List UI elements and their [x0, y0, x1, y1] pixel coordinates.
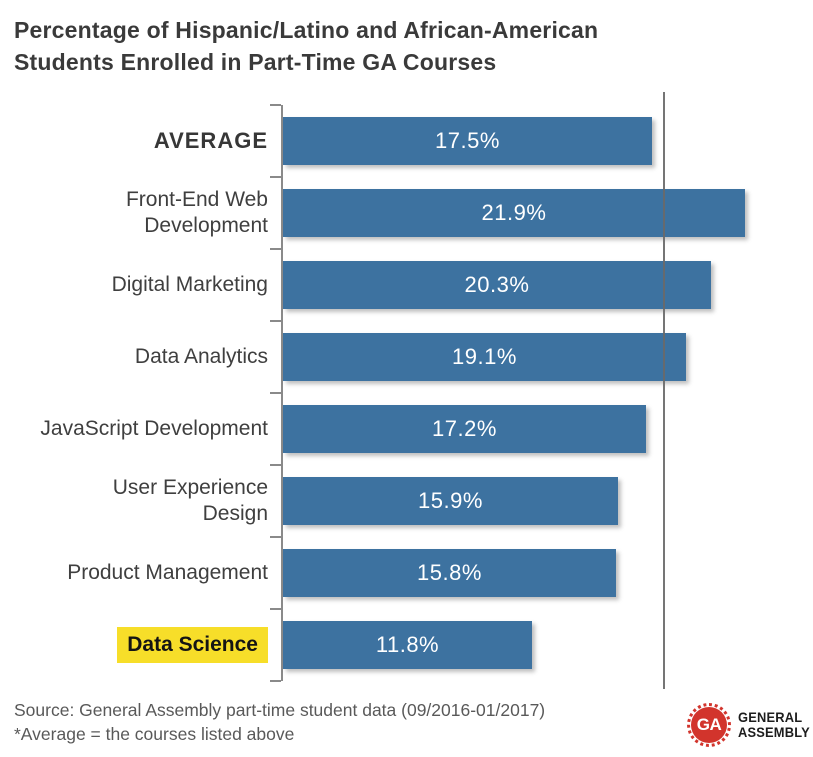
category-label: Product Management	[67, 560, 268, 584]
bar: 11.8%	[283, 621, 532, 669]
category-label-cell: Digital Marketing	[0, 249, 281, 321]
bar: 20.3%	[283, 261, 711, 309]
bar: 19.1%	[283, 333, 686, 381]
bar: 17.2%	[283, 405, 646, 453]
chart-title-line-1: Percentage of Hispanic/Latino and Africa…	[14, 17, 599, 43]
bar-value-label: 17.5%	[435, 128, 500, 153]
source-text: Source: General Assembly part-time stude…	[14, 700, 546, 720]
bar: 15.9%	[283, 477, 618, 525]
category-label-cell: Data Science	[0, 609, 281, 681]
bar-value-label: 11.8%	[375, 632, 440, 657]
bar-area: 20.3%	[270, 248, 813, 321]
logo-wordmark-line-1: GENERAL	[738, 709, 803, 726]
category-label: JavaScript Development	[40, 416, 268, 440]
bar: 15.8%	[283, 549, 616, 597]
ga-seal-monogram: GA	[691, 707, 727, 743]
category-label: User Experience Design	[112, 475, 268, 525]
bar-value-label: 15.8%	[417, 560, 482, 585]
bar-area: 19.1%	[270, 320, 813, 393]
chart-row: User Experience Design 15.9%	[0, 464, 813, 537]
bar: 17.5%	[283, 117, 652, 165]
bar-area: 21.9%	[270, 176, 813, 249]
ga-seal-icon: GA	[687, 703, 731, 747]
chart-row: Data Analytics 19.1%	[0, 320, 813, 393]
category-label-cell: AVERAGE	[0, 105, 281, 177]
category-label: Front-End Web Development	[125, 187, 268, 237]
bar: 21.9%	[283, 189, 745, 237]
bar-value-label: 15.9%	[418, 488, 483, 513]
category-label-cell: Data Analytics	[0, 321, 281, 393]
average-footnote-text: *Average = the courses listed above	[14, 724, 295, 745]
category-label-cell: Product Management	[0, 537, 281, 609]
category-label-cell: JavaScript Development	[0, 393, 281, 465]
bar-area: 15.9%	[270, 464, 813, 537]
bar-area: 15.8%	[270, 536, 813, 609]
bar-value-label: 21.9%	[481, 200, 547, 225]
chart-title: Percentage of Hispanic/Latino and Africa…	[14, 14, 598, 78]
chart-row: Digital Marketing 20.3%	[0, 248, 813, 321]
bar-value-label: 17.2%	[432, 416, 497, 441]
category-label-cell: Front-End Web Development	[0, 177, 281, 249]
bar-area: 17.5%	[270, 104, 813, 177]
category-label: Data Science	[117, 627, 268, 663]
category-label: Digital Marketing	[111, 272, 268, 296]
chart-row: AVERAGE 17.5%	[0, 104, 813, 177]
logo-wordmark-line-2: ASSEMBLY	[738, 724, 810, 740]
bar-area: 17.2%	[270, 392, 813, 465]
chart-row: Front-End Web Development 21.9%	[0, 176, 813, 249]
category-label: Data Analytics	[134, 344, 268, 368]
bar-area: 11.8%	[270, 608, 813, 682]
bar-value-label: 20.3%	[464, 272, 530, 297]
average-reference-line	[663, 92, 665, 689]
bar-value-label: 19.1%	[452, 344, 517, 369]
chart-row: Product Management 15.8%	[0, 536, 813, 609]
chart-row: Data Science 11.8%	[0, 608, 813, 682]
chart-row: JavaScript Development 17.2%	[0, 392, 813, 465]
category-label-cell: User Experience Design	[0, 465, 281, 537]
general-assembly-logo: GA GENERAL ASSEMBLY	[687, 703, 813, 747]
chart-title-line-2: Students Enrolled in Part-Time GA Course…	[14, 49, 497, 76]
category-label: AVERAGE	[153, 128, 268, 154]
logo-wordmark: GENERAL ASSEMBLY	[738, 710, 810, 740]
footer-notes: Source: General Assembly part-time stude…	[14, 698, 545, 746]
bar-chart: AVERAGE 17.5% Front-End Web Development …	[0, 92, 813, 689]
